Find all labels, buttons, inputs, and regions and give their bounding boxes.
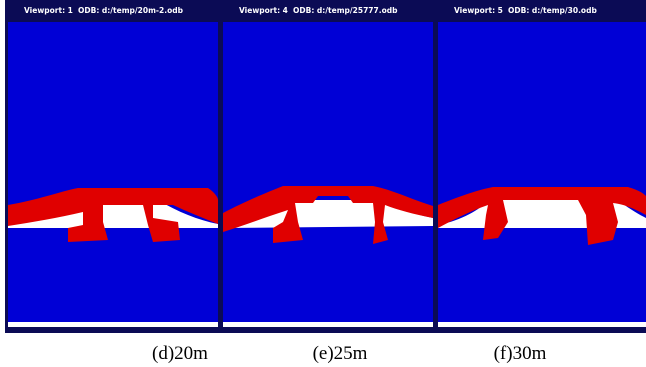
viewport-label: Viewport: 1 xyxy=(24,6,73,15)
odb-path: ODB: d:/temp/25777.odb xyxy=(293,6,398,15)
caption: (e)25m xyxy=(313,343,368,364)
odb-path: ODB: d:/temp/30.odb xyxy=(508,6,597,15)
viewport-label: Viewport: 5 xyxy=(454,6,503,15)
bottom-strip xyxy=(223,322,433,327)
caption: (f)30m xyxy=(494,343,547,364)
caption: (d)20m xyxy=(152,343,208,364)
odb-path: ODB: d:/temp/20m-2.odb xyxy=(78,6,184,15)
model-area xyxy=(8,22,218,322)
viewport: Viewport: 1 ODB: d:/temp/20m-2.odb xyxy=(8,0,218,327)
bottom-strip xyxy=(8,322,218,327)
model-area xyxy=(223,22,433,322)
viewport: Viewport: 4 ODB: d:/temp/25777.odb xyxy=(223,0,433,327)
viewport: Viewport: 5 ODB: d:/temp/30.odb xyxy=(438,0,646,327)
model-area xyxy=(438,22,646,322)
viewport-label: Viewport: 4 xyxy=(239,6,288,15)
bottom-strip xyxy=(438,322,646,327)
figure: Viewport: 1 ODB: d:/temp/20m-2.odb (d)20m V… xyxy=(0,0,646,367)
